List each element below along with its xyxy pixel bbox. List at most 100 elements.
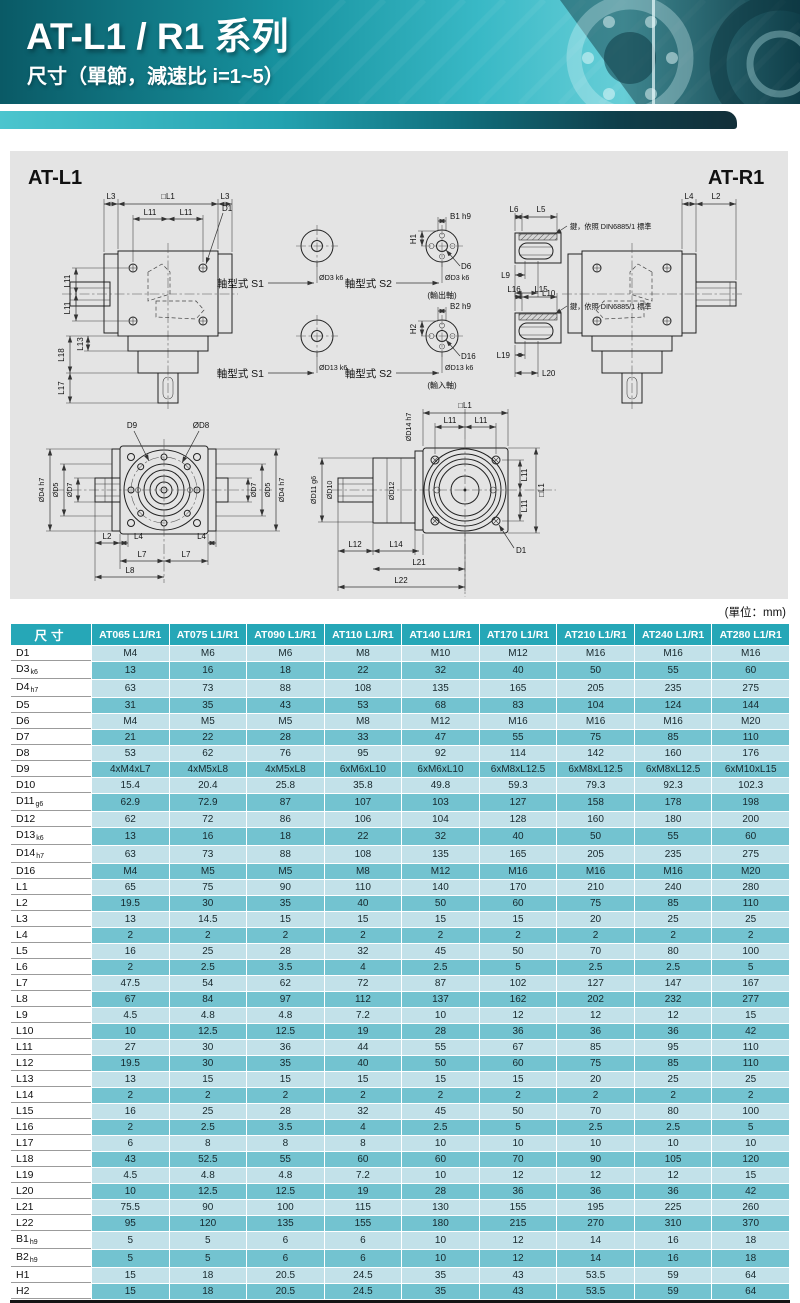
row-label: L16 (11, 1120, 91, 1135)
dimension-value-cell: M16 (712, 646, 789, 661)
shaft-type-section-views: 軸型式 S1 ØD3 k6 B1 h9 H1 D6 軸型式 (217, 212, 476, 390)
din-standard-note: 鍵，依照 DIN6885/1 標準 (570, 302, 651, 311)
dimension-value-cell: 45 (402, 944, 479, 959)
input-shaft-note: (輸入軸) (427, 380, 457, 390)
table-body: D1 M4 M6 M6 M8 M10 M12 M16 M16 M16 D3k6 13 16 18 22 32 4… (11, 646, 789, 1299)
dimension-value-cell: 25.8 (247, 778, 324, 793)
dimension-value-cell: 135 (402, 680, 479, 697)
dimension-value-cell: 25 (634, 912, 712, 927)
dimension-value-cell: M16 (479, 864, 557, 879)
table-row: L10 10 12.5 12.5 19 28 36 36 36 42 (11, 1024, 789, 1039)
dimension-value-cell: 36 (479, 1184, 557, 1199)
dimension-value-cell: 2.5 (634, 1120, 712, 1135)
dim-label-l17: L17 (57, 381, 66, 395)
dimension-value-cell: 225 (634, 1200, 712, 1215)
dimension-value-cell: 14 (557, 1232, 634, 1249)
dimension-value-cell: 12 (479, 1168, 557, 1183)
dimension-value-cell: 50 (557, 828, 634, 845)
dimension-value-cell: 25 (634, 1072, 712, 1087)
dim-label-dd13: ØD13 k6 (445, 363, 473, 372)
dimension-value-cell: 22 (169, 730, 247, 745)
dim-label-l11: L11 (520, 499, 529, 512)
row-label: D1 (11, 646, 91, 661)
dimension-value-cell: 2 (92, 1120, 169, 1135)
dimension-value-cell: 198 (712, 794, 789, 811)
row-label: L1 (11, 880, 91, 895)
dim-label-b2: B2 h9 (450, 302, 471, 311)
dimension-value-cell: 10 (92, 1184, 169, 1199)
dimension-value-cell: 13 (92, 662, 169, 679)
table-row: D9 4xM4xL7 4xM5xL8 4xM5xL8 6xM6xL10 6xM6xL10 6… (11, 762, 789, 777)
dimension-value-cell: 16 (92, 944, 169, 959)
dimension-value-cell: 30 (169, 1040, 247, 1055)
shaft-type-s1-label: 軸型式 S1 (217, 277, 264, 290)
column-header: AT075 L1/R1 (169, 624, 247, 645)
dimension-value-cell: 102.3 (712, 778, 789, 793)
dimension-value-cell: 5 (712, 1120, 789, 1135)
dimension-value-cell: 95 (324, 746, 402, 761)
dimension-value-cell: 135 (247, 1216, 324, 1231)
dimension-value-cell: 2 (479, 1088, 557, 1103)
dimension-value-cell: 85 (557, 1040, 634, 1055)
dimension-value-cell: 6xM8xL12.5 (479, 762, 557, 777)
dim-label-dd13: ØD13 k6 (319, 363, 347, 372)
dimension-value-cell: 53 (324, 698, 402, 713)
dimension-value-cell: 40 (324, 1056, 402, 1071)
column-header: AT140 L1/R1 (402, 624, 479, 645)
dim-label-d1: D1 (516, 546, 527, 555)
dim-label-l18: L18 (57, 348, 66, 362)
dimension-value-cell: 19 (324, 1024, 402, 1039)
dimension-value-cell: 55 (634, 662, 712, 679)
row-label: L10 (11, 1024, 91, 1039)
dimension-value-cell: 67 (479, 1040, 557, 1055)
dimension-value-cell: 32 (324, 944, 402, 959)
dimension-value-cell: M16 (557, 646, 634, 661)
dim-label-l19: L19 (497, 351, 511, 360)
dimension-value-cell: 4.8 (247, 1168, 324, 1183)
dimension-value-cell: 2 (92, 928, 169, 943)
dimension-value-cell: 108 (324, 846, 402, 863)
dim-label-l2: L2 (103, 532, 112, 541)
dimension-value-cell: 15 (324, 1072, 402, 1087)
row-label: D14h7 (11, 846, 91, 863)
dim-label-h2: H2 (409, 323, 418, 334)
row-label: D8 (11, 746, 91, 761)
dimension-value-cell: 2 (712, 928, 789, 943)
dimension-value-cell: 6xM6xL10 (402, 762, 479, 777)
row-label: L15 (11, 1104, 91, 1119)
dimension-value-cell: 12 (479, 1232, 557, 1249)
dimension-value-cell: 2.5 (169, 1120, 247, 1135)
dimension-value-cell: M16 (634, 864, 712, 879)
dimension-value-cell: 8 (324, 1136, 402, 1151)
dimension-value-cell: 35 (402, 1268, 479, 1283)
table-row: L18 43 52.5 55 60 60 70 90 105 120 (11, 1152, 789, 1167)
dimension-value-cell: M12 (479, 646, 557, 661)
dimension-value-cell: 4 (324, 1120, 402, 1135)
dimension-value-cell: 176 (712, 746, 789, 761)
dimension-value-cell: 35.8 (324, 778, 402, 793)
table-row: L21 75.5 90 100 115 130 155 195 225 260 (11, 1200, 789, 1215)
dimension-value-cell: 76 (247, 746, 324, 761)
dimension-value-cell: 32 (324, 1104, 402, 1119)
dimension-value-cell: 43 (479, 1284, 557, 1299)
dimension-value-cell: 215 (479, 1216, 557, 1231)
dimension-value-cell: 55 (479, 730, 557, 745)
row-label: L17 (11, 1136, 91, 1151)
dimension-value-cell: 158 (557, 794, 634, 811)
dimension-value-cell: 2.5 (169, 960, 247, 975)
dimension-value-cell: 60 (479, 896, 557, 911)
dim-label-dd12: ØD12 (387, 482, 396, 501)
row-label: L19 (11, 1168, 91, 1183)
row-label: B2h9 (11, 1250, 91, 1267)
dimension-value-cell: 178 (634, 794, 712, 811)
dimension-value-cell: 28 (247, 1104, 324, 1119)
dimension-value-cell: 72 (324, 976, 402, 991)
dim-label-dd5: ØD5 (51, 483, 60, 498)
dimension-value-cell: 18 (247, 662, 324, 679)
dimension-value-cell: 108 (324, 680, 402, 697)
dimension-value-cell: 2 (479, 928, 557, 943)
table-row: D16 M4 M5 M5 M8 M12 M16 M16 M16 M20 (11, 864, 789, 879)
dim-label-dd4: ØD4 h7 (277, 478, 286, 503)
dim-label-dd4: ØD4 h7 (37, 478, 46, 503)
atl1-front-view-drawing: L3 □L1 L3 L11 L11 D1 L11 L11 (57, 192, 238, 409)
